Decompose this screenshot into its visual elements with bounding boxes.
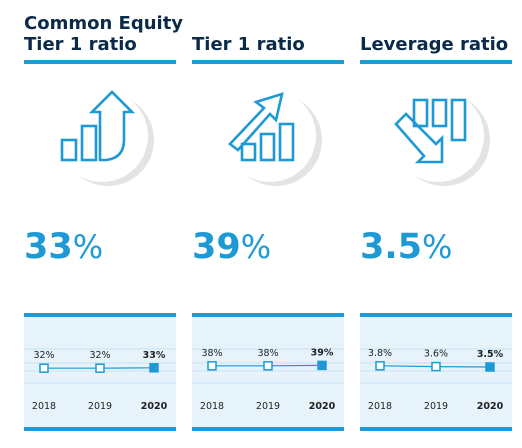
data-label: 39% — [311, 347, 334, 358]
trend-chart: 3.8% 3.6% 3.5% 2018 2019 2020 — [360, 348, 512, 412]
tick-label: 2020 — [477, 401, 504, 412]
data-label: 32% — [89, 350, 110, 361]
tick-label: 2019 — [88, 401, 112, 412]
trend-chart: 38% 38% 39% 2018 2019 2020 — [192, 347, 344, 412]
data-label: 3.8% — [368, 348, 392, 359]
value-number: 3.5 — [360, 227, 423, 267]
value-number: 39 — [192, 227, 241, 267]
tick-label: 2020 — [309, 401, 336, 412]
bar-chart-diagonal-up-arrow-icon — [216, 84, 326, 194]
headline-value: 33% — [24, 227, 103, 273]
data-point — [485, 362, 495, 372]
data-point — [149, 363, 159, 373]
data-label: 3.5% — [477, 349, 504, 360]
value-number: 33 — [24, 227, 73, 267]
title-underline — [192, 60, 344, 64]
column-title-line2: Tier 1 ratio — [24, 34, 137, 55]
icon-bar — [60, 138, 78, 162]
tick-label: 2019 — [256, 401, 280, 412]
icon-bar — [240, 142, 257, 162]
data-point — [39, 363, 49, 373]
data-point — [317, 360, 327, 371]
trend-panel: 38% 38% 39% 2018 2019 2020 — [192, 313, 344, 431]
trend-panel: 3.8% 3.6% 3.5% 2018 2019 2020 — [360, 313, 512, 431]
tick-label: 2018 — [368, 401, 392, 412]
data-label: 33% — [143, 350, 166, 361]
bar-chart-up-arrow-icon — [48, 84, 158, 194]
column-title-line1: Common Equity — [24, 13, 184, 34]
value-unit: % — [422, 228, 453, 266]
panel-bottom-rule — [24, 427, 176, 431]
data-label: 32% — [33, 350, 54, 361]
bar-chart-down-arrow-icon — [384, 84, 494, 194]
icon-shadow-circle — [56, 90, 154, 186]
panel-top-rule — [360, 313, 512, 317]
tick-label: 2018 — [32, 401, 56, 412]
data-label: 38% — [257, 348, 278, 359]
panel-top-rule — [24, 313, 176, 317]
icon-bar — [450, 98, 467, 142]
panel-bottom-rule — [360, 427, 512, 431]
headline-value: 39% — [192, 227, 271, 273]
ratio-column-cet1: Common Equity Tier 1 ratio 33% 32% 32% 33%… — [24, 0, 183, 448]
title-underline — [24, 60, 176, 64]
value-unit: % — [72, 228, 104, 266]
tick-label: 2019 — [424, 401, 448, 412]
data-label: 38% — [201, 348, 222, 359]
ratio-column-tier1: Tier 1 ratio 39% 38% 38% 39% 2018 2019 2020 — [192, 0, 344, 448]
column-title-line2: Tier 1 ratio — [192, 34, 305, 55]
icon-arrow — [228, 92, 284, 152]
trend-panel: 32% 32% 33% 2018 2019 2020 — [24, 313, 176, 431]
icon-bar — [278, 122, 295, 162]
icon-bar — [259, 132, 276, 162]
panel-bottom-rule — [192, 427, 344, 431]
column-title-line2: Leverage ratio — [360, 34, 509, 55]
icon-bar — [412, 98, 429, 128]
tick-label: 2020 — [141, 401, 168, 412]
title-underline — [360, 60, 512, 64]
data-point — [431, 361, 441, 372]
ratio-column-leverage: Leverage ratio 3.5% 3.8% 3.6% 3.5% 2018 2019… — [360, 0, 512, 448]
icon-bar — [80, 124, 98, 162]
trend-chart: 32% 32% 33% 2018 2019 2020 — [24, 348, 176, 412]
data-point — [95, 363, 105, 373]
data-point — [207, 361, 217, 371]
value-unit: % — [240, 228, 272, 266]
data-point — [375, 361, 385, 371]
headline-value: 3.5% — [360, 227, 452, 273]
icon-arrow — [394, 112, 444, 164]
data-point — [263, 361, 273, 371]
icon-arrow — [88, 90, 136, 162]
data-label: 3.6% — [424, 349, 448, 360]
panel-top-rule — [192, 313, 344, 317]
icon-bar — [431, 98, 448, 128]
tick-label: 2018 — [200, 401, 224, 412]
